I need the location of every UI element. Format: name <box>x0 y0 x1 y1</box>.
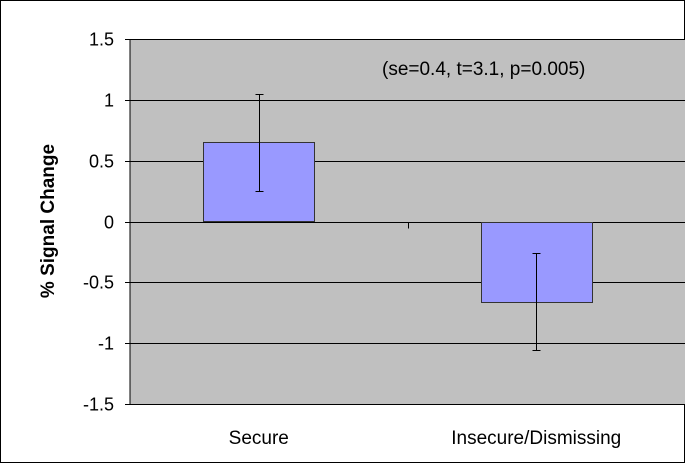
y-tick-label: 1.5 <box>89 30 114 50</box>
bars <box>203 94 593 351</box>
y-tick-label: 0.5 <box>89 152 114 172</box>
x-category-labels: Secure Insecure/Dismissing <box>229 428 622 449</box>
x-category-label: Secure <box>229 428 289 449</box>
y-tick-label: 1 <box>104 91 114 111</box>
y-axis-label: % Signal Change <box>38 144 59 298</box>
y-tick-label: -0.5 <box>83 273 114 293</box>
y-tick-label: -1.5 <box>83 395 114 415</box>
y-tick-label: -1 <box>98 334 114 354</box>
x-category-label: Insecure/Dismissing <box>451 428 621 449</box>
stats-annotation: (se=0.4, t=3.1, p=0.005) <box>382 59 585 80</box>
y-tick-labels: 1.5 1 0.5 0 -0.5 -1 -1.5 <box>83 30 130 415</box>
y-tick-label: 0 <box>104 213 114 233</box>
